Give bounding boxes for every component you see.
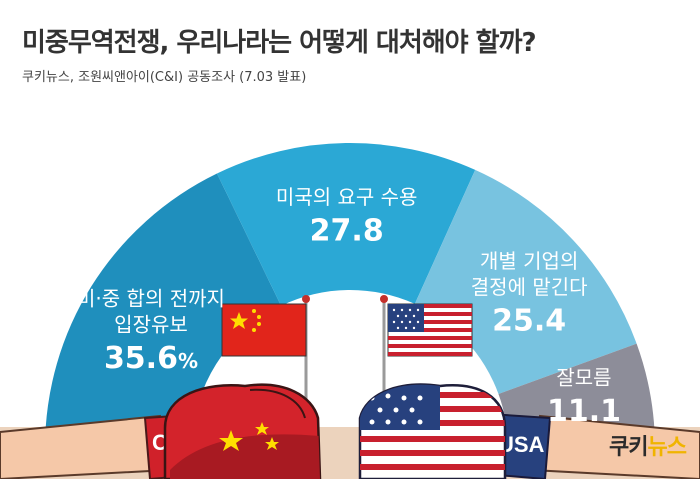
- slice-label-3-line-2: 결정에 맡긴다: [471, 275, 588, 299]
- slice-label-1-line-1: 미·중 합의 전까지: [77, 287, 225, 311]
- usa-flag-icon: [387, 303, 473, 357]
- slice-value-4: 11.1: [547, 394, 621, 429]
- donut-slice-1: [45, 173, 282, 448]
- china-flag-pole-top: [302, 295, 310, 303]
- slice-value-3: 25.4: [492, 304, 566, 339]
- slice-label-3-line-1: 개별 기업의: [480, 249, 578, 273]
- slice-value-unit-1: %: [178, 349, 198, 373]
- boxing-illustration: CHINA USA: [0, 295, 700, 479]
- kukinews-logo: 쿠키뉴스: [609, 429, 687, 461]
- slice-label-2-line-1: 미국의 요구 수용: [276, 185, 418, 209]
- usa-boxing-glove: [358, 383, 507, 479]
- chart-title: 미중무역전쟁, 우리나라는 어떻게 대처해야 할까?: [22, 28, 537, 58]
- slice-label-4-line-1: 잘모름: [556, 365, 611, 389]
- china-flag-icon: [221, 303, 307, 357]
- slice-label-1-line-2: 입장유보: [114, 313, 188, 337]
- donut-slice-2: [216, 143, 476, 306]
- usa-flag-pole-top: [380, 295, 388, 303]
- slice-value-2: 27.8: [310, 213, 384, 248]
- kukinews-logo-text: 쿠키뉴스: [609, 435, 687, 460]
- donut-slices: [45, 143, 655, 448]
- chart-subtitle: 쿠키뉴스, 조원씨앤아이(C&I) 공동조사 (7.03 발표): [22, 70, 307, 85]
- china-boxing-glove: [163, 383, 322, 479]
